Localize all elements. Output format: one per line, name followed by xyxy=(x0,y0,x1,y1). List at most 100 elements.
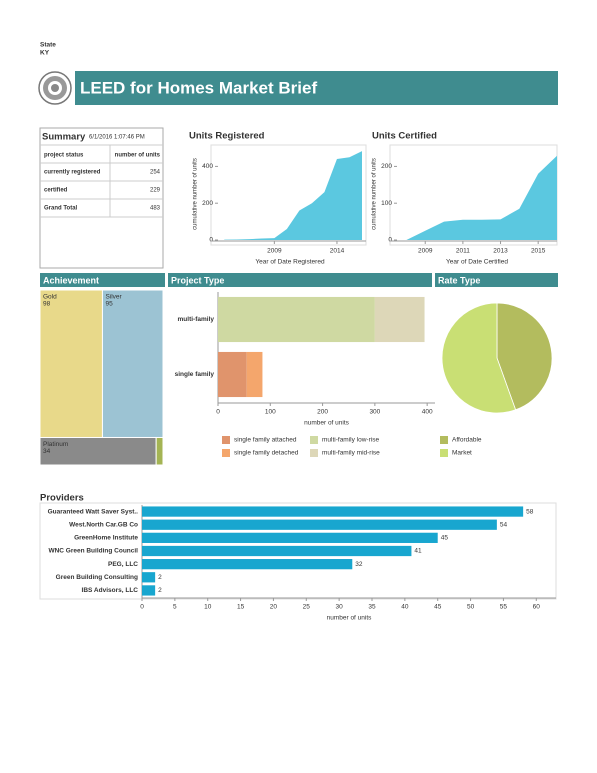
x-tick-label: 2013 xyxy=(493,248,508,255)
y-tick-label: IBS Advisors, LLC xyxy=(82,587,139,594)
x-axis-label: Year of Date Certified xyxy=(446,259,508,266)
y-tick-label: 0 xyxy=(209,237,213,244)
chart-title: Achievement xyxy=(43,275,99,285)
plot-frame xyxy=(39,502,557,600)
chart-title: Providers xyxy=(40,493,84,504)
value-label: 2 xyxy=(158,574,162,581)
y-tick-label: single family xyxy=(175,371,215,378)
x-tick-label: 2015 xyxy=(531,248,546,255)
bar-segment xyxy=(218,296,375,343)
legend-label: multi-family mid-rise xyxy=(322,450,380,457)
y-tick-label: 100 xyxy=(381,200,392,207)
bar xyxy=(142,532,438,543)
x-tick-label: 2009 xyxy=(418,248,433,255)
y-tick-label: WNC Green Building Council xyxy=(48,548,138,555)
legend-swatch xyxy=(222,436,230,444)
x-tick-label: 100 xyxy=(265,409,276,416)
value-label: 45 xyxy=(441,535,449,542)
area xyxy=(224,151,362,240)
y-tick-label: 200 xyxy=(202,200,213,207)
y-tick-label: GreenHome Institute xyxy=(74,535,138,542)
legend-swatch xyxy=(440,436,448,444)
x-tick-label: 2014 xyxy=(330,248,345,255)
legend-label: Market xyxy=(452,450,472,457)
pie-slice xyxy=(441,302,517,414)
x-tick-label: 2009 xyxy=(267,248,282,255)
section-header xyxy=(168,273,432,287)
x-tick-label: 35 xyxy=(368,604,376,611)
summary-border xyxy=(39,127,164,269)
row-label: certified xyxy=(44,188,68,194)
legend-label: single family attached xyxy=(234,437,297,444)
title-banner xyxy=(75,71,558,105)
area xyxy=(406,155,557,240)
legend-swatch xyxy=(310,449,318,457)
x-tick-label: 30 xyxy=(336,604,344,611)
row-value: 254 xyxy=(150,170,161,176)
cell-label: Gold xyxy=(43,294,57,301)
y-tick-label: Green Building Consulting xyxy=(56,574,138,581)
x-tick-label: 40 xyxy=(401,604,409,611)
x-tick-label: 200 xyxy=(317,409,328,416)
bar xyxy=(142,506,524,517)
bar xyxy=(142,559,353,570)
cell-value: 98 xyxy=(43,301,51,308)
state-value: KY xyxy=(40,50,50,57)
column-header: number of units xyxy=(115,153,161,159)
page-title: LEED for Homes Market Brief xyxy=(80,78,317,97)
bar xyxy=(142,572,156,583)
y-axis-label: cumulative number of units xyxy=(372,158,378,230)
legend-swatch xyxy=(310,436,318,444)
legend-label: Affordable xyxy=(452,437,482,444)
section-header xyxy=(40,273,165,287)
x-tick-label: 60 xyxy=(533,604,541,611)
chart-title: Project Type xyxy=(171,275,224,285)
x-tick-label: 15 xyxy=(237,604,245,611)
x-tick-label: 2011 xyxy=(456,248,470,255)
row-value: 229 xyxy=(150,188,161,194)
legend-swatch xyxy=(440,449,448,457)
y-tick-label: PEG, LLC xyxy=(108,561,138,568)
x-tick-label: 55 xyxy=(500,604,508,611)
bar-segment xyxy=(218,351,247,398)
summary-table: Summary 6/1/2016 1:07:46 PM project stat… xyxy=(39,127,164,269)
x-tick-label: 20 xyxy=(270,604,278,611)
x-axis-label: Year of Date Registered xyxy=(255,259,325,266)
bar-segment xyxy=(374,296,425,343)
state-label: State xyxy=(40,42,56,49)
chart-title: Rate Type xyxy=(438,275,480,285)
cell-value: 34 xyxy=(43,448,51,455)
legend-label: multi-family low-rise xyxy=(322,437,379,444)
x-tick-label: 0 xyxy=(140,604,144,611)
x-tick-label: 400 xyxy=(422,409,433,416)
y-axis-label: cumulative number of units xyxy=(193,158,199,230)
logo xyxy=(38,71,72,105)
pie-slice xyxy=(496,302,553,411)
value-label: 41 xyxy=(414,548,422,555)
y-tick-label: West.North Car.GB Co xyxy=(69,521,138,528)
legend-swatch xyxy=(222,449,230,457)
value-label: 2 xyxy=(158,587,162,594)
y-tick-label: Guaranteed Watt Saver Syst.. xyxy=(48,508,139,515)
y-tick-label: multi-family xyxy=(178,316,215,323)
x-tick-label: 300 xyxy=(369,409,380,416)
y-tick-label: 0 xyxy=(388,237,392,244)
chart-title: Units Certified xyxy=(372,131,437,142)
cell-label: Platinum xyxy=(43,441,68,448)
summary-timestamp: 6/1/2016 1:07:46 PM xyxy=(89,135,145,141)
column-header: project status xyxy=(44,153,84,159)
cell-value: 95 xyxy=(105,301,113,308)
x-tick-label: 5 xyxy=(173,604,177,611)
legend-label: single family detached xyxy=(234,450,299,457)
row-label: Grand Total xyxy=(44,206,78,212)
x-tick-label: 25 xyxy=(303,604,311,611)
treemap-cell xyxy=(155,436,164,466)
x-tick-label: 45 xyxy=(434,604,442,611)
value-label: 54 xyxy=(500,521,508,528)
plot-frame xyxy=(210,144,367,246)
treemap-cell xyxy=(101,289,164,438)
bar xyxy=(142,545,412,557)
value-label: 58 xyxy=(526,508,534,515)
x-axis-label: number of units xyxy=(327,615,373,622)
